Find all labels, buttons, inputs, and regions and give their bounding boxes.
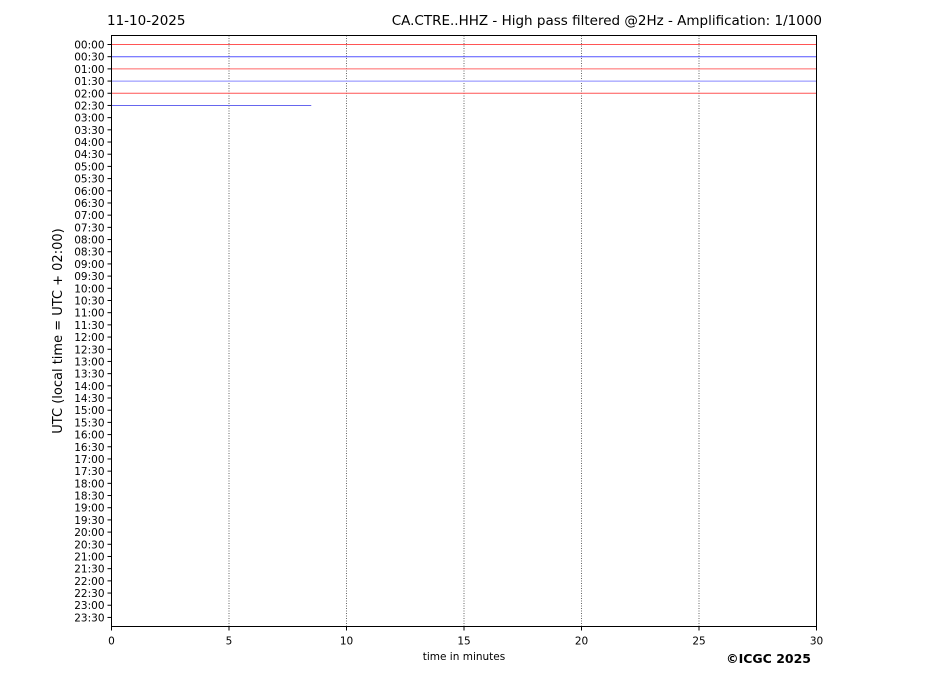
y-tick-label: 20:30 [74, 539, 104, 551]
y-tick-label: 23:30 [74, 612, 104, 624]
copyright-label: ©ICGC 2025 [726, 651, 811, 666]
y-tick-label: 00:00 [74, 40, 104, 52]
y-tick-label: 22:30 [74, 588, 104, 600]
y-tick-label: 10:30 [74, 295, 104, 307]
y-tick-label: 03:00 [74, 113, 104, 125]
y-tick-label: 17:30 [74, 466, 104, 478]
y-tick-label: 16:00 [74, 430, 104, 442]
y-tick-label: 15:00 [74, 405, 104, 417]
y-tick-label: 14:00 [74, 381, 104, 393]
x-tick-label: 15 [457, 636, 470, 648]
x-tick-label: 25 [692, 636, 705, 648]
x-tick-label: 10 [340, 636, 353, 648]
y-tick-label: 07:00 [74, 210, 104, 222]
x-axis-label: time in minutes [423, 651, 505, 663]
y-tick-label: 21:00 [74, 551, 104, 563]
y-tick-label: 05:30 [74, 174, 104, 186]
y-tick-label: 13:00 [74, 356, 104, 368]
grid-lines [228, 35, 700, 627]
y-tick-label: 12:30 [74, 344, 104, 356]
x-tick-label: 0 [108, 636, 115, 648]
y-tick-label: 06:00 [74, 186, 104, 198]
y-tick-label: 01:00 [74, 64, 104, 76]
y-tick-label: 19:00 [74, 503, 104, 515]
y-tick-label: 04:00 [74, 137, 104, 149]
y-tick-label: 00:30 [74, 52, 104, 64]
x-tick-label: 30 [810, 636, 823, 648]
y-tick-label: 16:30 [74, 442, 104, 454]
y-tick-label: 02:30 [74, 100, 104, 112]
y-tick-label: 05:00 [74, 161, 104, 173]
y-tick-label: 09:00 [74, 259, 104, 271]
date-label: 11-10-2025 [107, 13, 185, 29]
y-tick-label: 03:30 [74, 125, 104, 137]
y-tick-label: 14:30 [74, 393, 104, 405]
y-tick-label: 20:00 [74, 527, 104, 539]
y-tick-label: 10:00 [74, 283, 104, 295]
y-tick-label: 08:00 [74, 235, 104, 247]
y-tick-label: 21:30 [74, 564, 104, 576]
y-tick-label: 15:30 [74, 417, 104, 429]
y-tick-label: 08:30 [74, 247, 104, 259]
traces [111, 44, 817, 106]
y-tick-label: 04:30 [74, 149, 104, 161]
x-axis: 0 5 10 15 20 25 30 [108, 626, 823, 648]
y-tick-label: 11:00 [74, 308, 104, 320]
y-axis-label: UTC (local time = UTC + 02:00) [51, 228, 66, 433]
chart-title: CA.CTRE..HHZ - High pass filtered @2Hz -… [392, 13, 822, 29]
y-tick-label: 06:30 [74, 198, 104, 210]
y-tick-label: 02:00 [74, 88, 104, 100]
y-axis: 00:0000:3001:0001:3002:0002:3003:0003:30… [74, 40, 112, 624]
y-tick-label: 23:00 [74, 600, 104, 612]
y-tick-label: 01:30 [74, 76, 104, 88]
y-tick-label: 18:30 [74, 491, 104, 503]
y-tick-label: 13:30 [74, 369, 104, 381]
x-tick-label: 5 [226, 636, 233, 648]
y-tick-label: 19:30 [74, 515, 104, 527]
y-tick-label: 11:30 [74, 320, 104, 332]
y-tick-label: 12:00 [74, 332, 104, 344]
y-tick-label: 17:00 [74, 454, 104, 466]
y-tick-label: 09:30 [74, 271, 104, 283]
x-tick-label: 20 [575, 636, 588, 648]
y-tick-label: 07:30 [74, 222, 104, 234]
y-tick-label: 18:00 [74, 478, 104, 490]
y-tick-label: 22:00 [74, 576, 104, 588]
